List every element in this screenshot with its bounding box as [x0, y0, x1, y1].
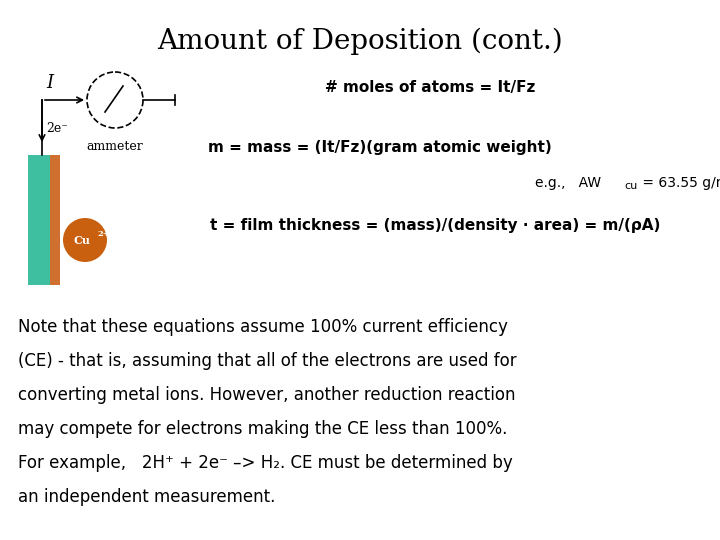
Text: I: I [46, 74, 53, 92]
Bar [28, 155, 50, 285]
Text: = 63.55 g/mole: = 63.55 g/mole [638, 176, 720, 190]
Text: Note that these equations assume 100% current efficiency: Note that these equations assume 100% cu… [18, 318, 508, 336]
Text: 2+: 2+ [97, 230, 109, 238]
Text: may compete for electrons making the CE less than 100%.: may compete for electrons making the CE … [18, 420, 508, 438]
Text: an independent measurement.: an independent measurement. [18, 488, 275, 506]
Text: Amount of Deposition (cont.): Amount of Deposition (cont.) [157, 28, 563, 56]
Text: (CE) - that is, assuming that all of the electrons are used for: (CE) - that is, assuming that all of the… [18, 352, 517, 370]
Bar [50, 155, 60, 285]
Text: For example,   2H⁺ + 2e⁻ –> H₂. CE must be determined by: For example, 2H⁺ + 2e⁻ –> H₂. CE must be… [18, 454, 513, 472]
Text: e.g.,   AW: e.g., AW [535, 176, 601, 190]
Text: 2e⁻: 2e⁻ [46, 122, 68, 134]
Text: Cu: Cu [73, 234, 91, 246]
Text: m = mass = (It/Fz)(gram atomic weight): m = mass = (It/Fz)(gram atomic weight) [208, 140, 552, 155]
Text: cu: cu [624, 181, 637, 191]
Text: converting metal ions. However, another reduction reaction: converting metal ions. However, another … [18, 386, 516, 404]
Circle shape [63, 218, 107, 262]
Text: # moles of atoms = It/Fz: # moles of atoms = It/Fz [325, 80, 535, 95]
Text: t = film thickness = (mass)/(density · area) = m/(ρA): t = film thickness = (mass)/(density · a… [210, 218, 660, 233]
Text: ammeter: ammeter [86, 140, 143, 153]
